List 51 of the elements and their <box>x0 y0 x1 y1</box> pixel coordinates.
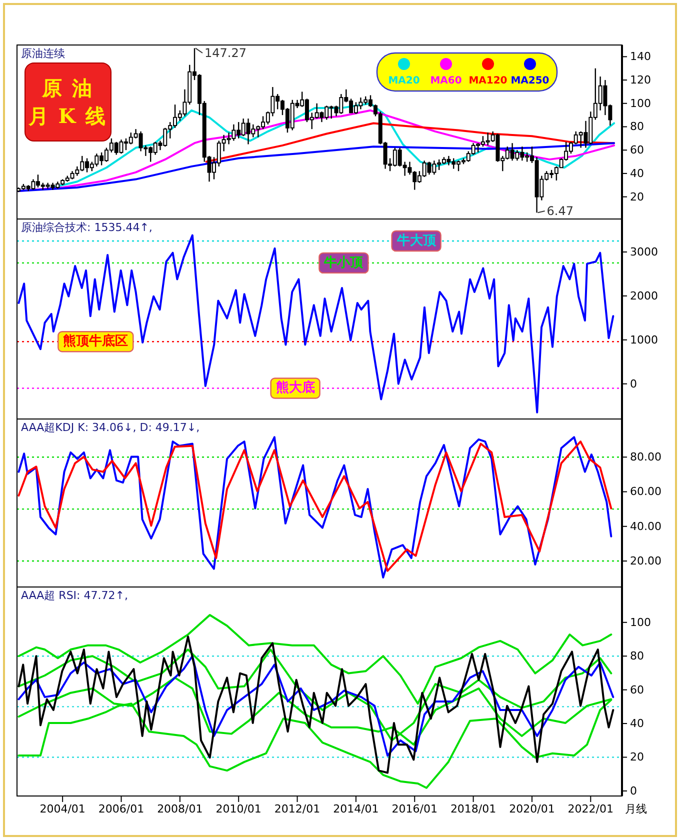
y-tick-label: 140 <box>630 50 651 64</box>
y-tick-label: 0 <box>630 377 637 390</box>
legend-label: MA120 <box>468 76 508 86</box>
line-series <box>18 234 614 414</box>
y-tick-label: 1000 <box>630 333 658 346</box>
annotation: 147.27 <box>204 46 247 60</box>
text: 月线 <box>625 802 647 816</box>
x-tick-label: 2020/01 <box>509 802 555 816</box>
line-series <box>17 142 616 192</box>
x-tick-label: 2010/01 <box>216 802 262 816</box>
y-tick-label: 60 <box>630 683 644 696</box>
y-tick-label: 120 <box>630 74 651 87</box>
y-tick-label: 40 <box>630 166 644 180</box>
x-tick-label: 2014/01 <box>333 802 379 816</box>
y-tick-label: 2000 <box>630 289 658 302</box>
chart-title: AAA超KDJ K: 34.06↓, D: 49.17↓, <box>21 421 200 434</box>
x-tick-label: 2008/01 <box>157 802 203 816</box>
text: 原油月K线 <box>27 76 116 128</box>
line-series <box>18 614 612 705</box>
x-tick-label: 2004/01 <box>40 802 86 816</box>
y-tick-label: 0 <box>630 784 637 798</box>
x-tick-label: 2016/01 <box>392 802 438 816</box>
x-tick-label: 2012/01 <box>274 802 320 816</box>
y-tick-label: 60.00 <box>630 485 662 498</box>
y-tick-label: 100 <box>630 96 651 110</box>
x-tick-label: 2018/01 <box>450 802 496 816</box>
x-tick-label: 2006/01 <box>98 802 144 816</box>
y-tick-label: 40.00 <box>630 520 662 533</box>
line-series <box>18 648 612 742</box>
y-tick-label: 20.00 <box>630 554 662 568</box>
y-tick-label: 100 <box>630 616 651 629</box>
chart-subtitle: 原油连续 <box>21 47 65 60</box>
y-tick-label: 80.00 <box>630 450 662 464</box>
ref-line-label: 牛大顶 <box>396 233 437 248</box>
ref-line-label: 熊顶牛底区 <box>63 333 128 350</box>
chart-title: AAA超 RSI: 47.72↑, <box>21 589 128 602</box>
y-tick-label: 20 <box>630 750 644 764</box>
chart-title: 原油综合技术: 1535.44↑, <box>21 221 152 234</box>
y-tick-label: 20 <box>630 190 644 204</box>
y-tick-label: 80 <box>630 120 644 134</box>
annotation: 6.47 <box>546 204 574 218</box>
y-tick-label: 60 <box>630 144 644 157</box>
y-tick-label: 3000 <box>630 245 658 258</box>
y-tick-label: 80 <box>630 650 644 663</box>
ref-line-label: 熊大底 <box>276 380 315 396</box>
ref-line-label: 牛小顶 <box>323 255 364 270</box>
x-tick-label: 2022/01 <box>568 802 614 816</box>
legend-label: MA60 <box>430 76 462 86</box>
legend-label: MA250 <box>510 76 550 86</box>
y-tick-label: 40 <box>630 717 644 730</box>
legend-label: MA20 <box>388 76 420 86</box>
